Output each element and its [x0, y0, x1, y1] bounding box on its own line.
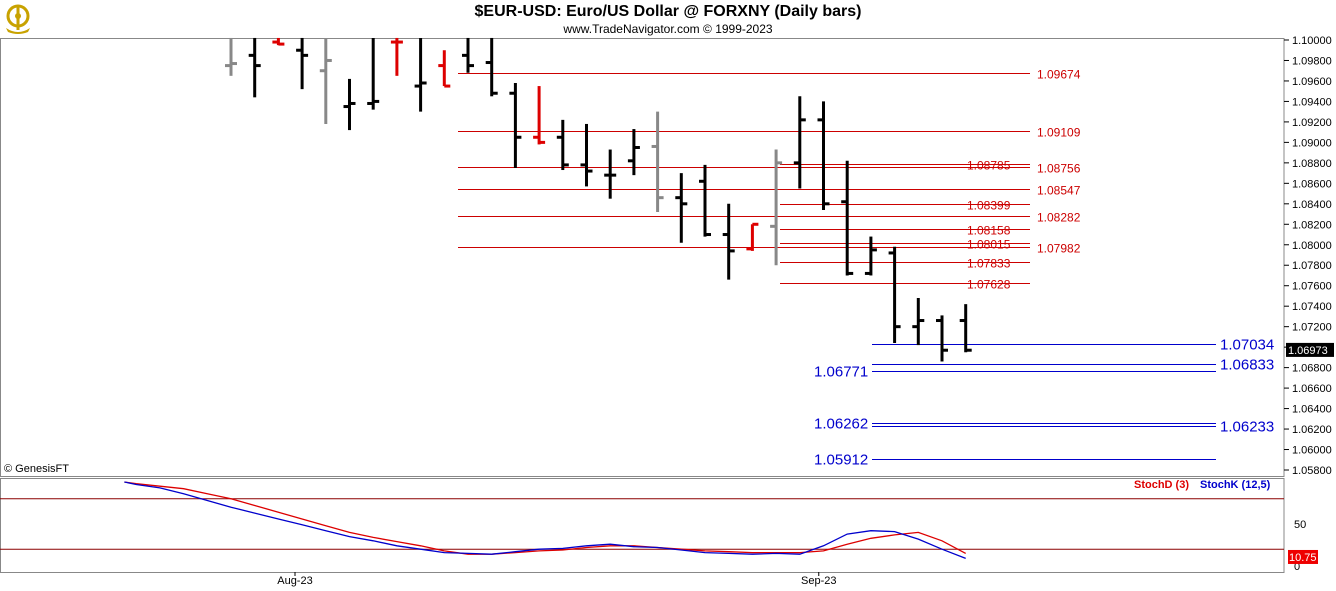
ohlc-bar [580, 123, 593, 187]
level-label: 1.09674 [1037, 68, 1081, 82]
ohlc-bar [296, 37, 309, 90]
ohlc-bar [485, 37, 498, 97]
stoch-legend-entry: StochD (3) [1134, 479, 1189, 491]
price-tick-label: 1.09000 [1292, 137, 1332, 149]
ohlc-bar [604, 149, 617, 199]
level-label: 1.09109 [1037, 126, 1081, 140]
ohlc-bar [817, 101, 830, 210]
price-tick-label: 1.08600 [1292, 178, 1332, 190]
ohlc-bar [770, 149, 783, 266]
stoch-tick-label: 50 [1294, 519, 1306, 531]
ohlc-bar [675, 173, 688, 243]
price-tick-label: 1.07400 [1292, 301, 1332, 313]
price-tick-label: 1.06200 [1292, 424, 1332, 436]
ohlc-bar [627, 129, 640, 176]
ohlc-bar [272, 37, 285, 46]
ohlc-bar [248, 37, 261, 98]
level-label: 1.08547 [1037, 184, 1081, 198]
chart-header: $EUR-USD: Euro/US Dollar @ FORXNY (Daily… [0, 0, 1336, 38]
level-label: 1.08399 [967, 199, 1011, 213]
axes: 1.10000 1.09800 1.09600 1.09400 1.09200 1.090… [277, 35, 1334, 587]
price-tick-label: 1.08000 [1292, 240, 1332, 252]
level-label: 1.05912 [814, 452, 868, 469]
chart-title: $EUR-USD: Euro/US Dollar @ FORXNY (Daily… [474, 3, 862, 20]
price-tick-label: 1.08200 [1292, 219, 1332, 231]
price-tick-label: 1.06800 [1292, 363, 1332, 375]
ohlc-bar [699, 164, 711, 237]
ohlc-bar [390, 37, 403, 76]
x-tick-label: Sep-23 [801, 575, 836, 587]
ohlc-bar [343, 78, 356, 131]
stochastic-panel-frame [0, 478, 1285, 573]
chart-subtitle: www.TradeNavigator.com © 1999-2023 [563, 22, 773, 36]
ohlc-bar [319, 37, 332, 124]
ohlc-bar [722, 203, 735, 280]
stoch-last-badge [1288, 549, 1318, 564]
price-panel-frame [0, 38, 1285, 477]
price-tick-label: 1.06000 [1292, 445, 1332, 457]
ohlc-bar [936, 315, 948, 362]
level-label: 1.06771 [814, 364, 868, 381]
stoch-series-line [124, 481, 966, 560]
level-label: 1.07982 [1037, 242, 1081, 256]
ohlc-bar [533, 86, 546, 145]
level-label: 1.06233 [1220, 419, 1274, 436]
ohlc-bar [414, 37, 427, 112]
level-label: 1.07034 [1220, 337, 1274, 354]
stochastic-panel[interactable]: StochD (3) StochK (12,5) [0, 478, 1285, 573]
level-label: 1.07833 [967, 257, 1011, 271]
price-tick-label: 1.06400 [1292, 404, 1332, 416]
trade-navigator-logo-icon [6, 4, 30, 34]
ohlc-bar [509, 83, 522, 168]
ohlc-bar [438, 50, 451, 88]
price-tick-label: 1.05800 [1292, 465, 1332, 477]
price-tick-label: 1.09400 [1292, 96, 1332, 108]
level-label: 1.08785 [967, 159, 1011, 173]
level-label: 1.08015 [967, 238, 1011, 252]
ohlc-bar [225, 37, 237, 76]
price-tick-label: 1.07200 [1292, 322, 1332, 334]
ohlc-bar [912, 298, 925, 346]
price-tick-label: 1.10000 [1292, 35, 1332, 47]
price-tick-label: 1.06600 [1292, 383, 1332, 395]
ohlc-bar [959, 304, 972, 353]
last-price-label: 1.06973 [1288, 345, 1328, 357]
level-label: 1.06262 [814, 416, 868, 433]
price-tick-label: 1.08400 [1292, 199, 1332, 211]
ohlc-bar [841, 160, 854, 276]
ohlc-bar [864, 236, 877, 276]
price-tick-label: 1.07600 [1292, 281, 1332, 293]
price-tick-label: 1.09200 [1292, 117, 1332, 129]
level-label: 1.08158 [967, 224, 1011, 238]
ohlc-bar [556, 119, 569, 171]
ohlc-bar [888, 246, 901, 344]
copyright-label: © GenesisFT [4, 463, 69, 475]
ohlc-bar [793, 96, 806, 189]
last-price-badge [1286, 342, 1334, 357]
price-tick-label: 1.09800 [1292, 55, 1332, 67]
price-tick-label: 1.07800 [1292, 260, 1332, 272]
ohlc-bar [367, 37, 380, 110]
price-tick-label: 1.08800 [1292, 158, 1332, 170]
stoch-series-line [124, 481, 967, 555]
level-label: 1.07628 [967, 278, 1011, 292]
price-tick-label: 1.09600 [1292, 76, 1332, 88]
stoch-tick-label: 0 [1294, 561, 1300, 573]
level-label: 1.06833 [1220, 357, 1274, 374]
x-tick-label: Aug-23 [277, 575, 312, 587]
ohlc-bar [651, 111, 664, 212]
stoch-legend-entry: StochK (12,5) [1200, 479, 1271, 491]
level-label: 1.08756 [1037, 162, 1081, 176]
ohlc-bar [462, 37, 474, 73]
price-panel[interactable]: 1.09674 1.09109 1.08785 1.08756 1.08547 1.083… [0, 37, 1285, 477]
stoch-last-label: 10.75 [1289, 552, 1317, 564]
level-label: 1.08282 [1037, 211, 1081, 225]
ohlc-bar [746, 222, 759, 251]
